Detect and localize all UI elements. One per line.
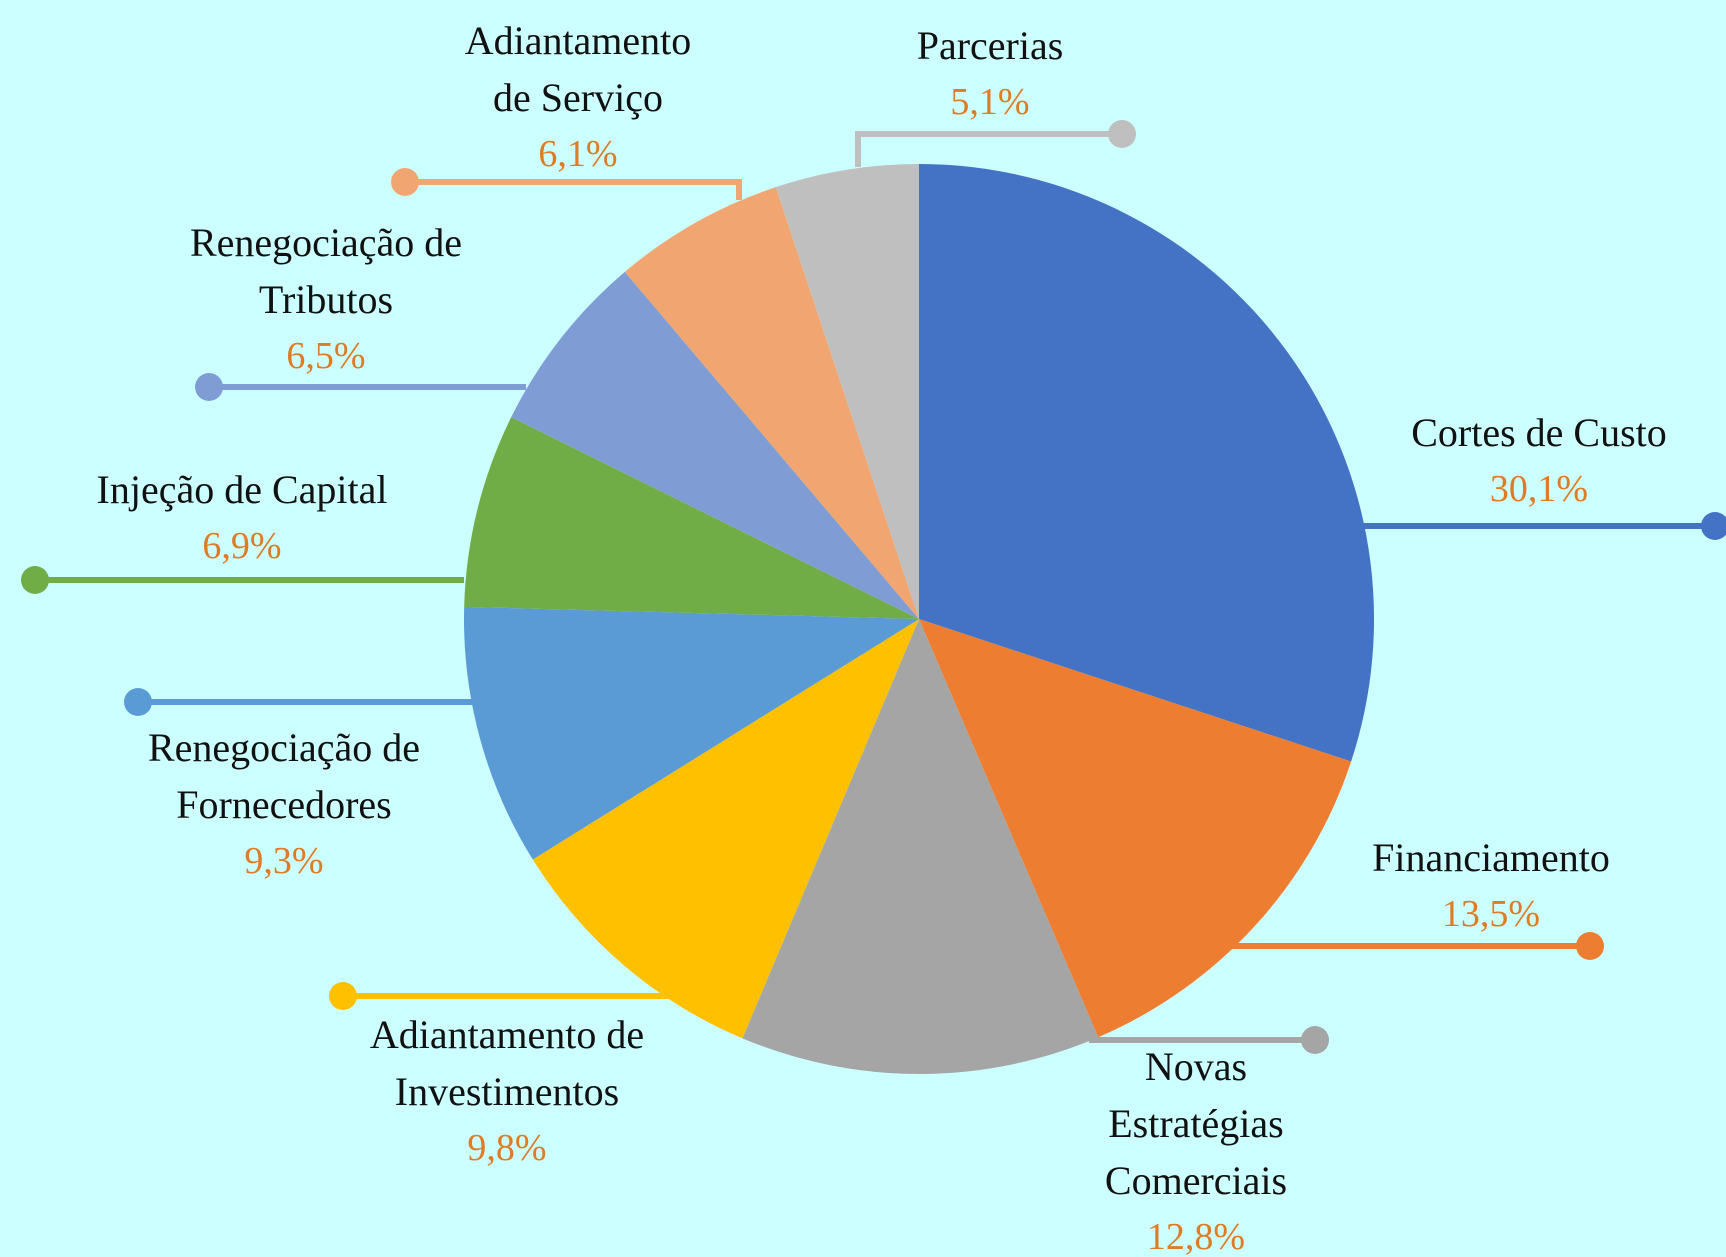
category-label: Adiantamento de Serviço [464,18,692,120]
slice-label: Injeção de Capital 6,9% [97,461,388,575]
pie-slice [775,164,919,619]
category-label: Cortes de Custo [1411,410,1667,455]
slice-label: Renegociação de Fornecedores 9,3% [104,719,464,890]
pie-slice [511,271,919,619]
leader-dot [329,982,357,1010]
leader-dot [1576,932,1604,960]
slice-label: Adiantamento de Investimentos 9,8% [317,1006,697,1177]
category-label: Adiantamento de Investimentos [369,1012,645,1114]
value-label: 30,1% [1489,468,1589,510]
leader-dot [195,373,223,401]
pie-slice [624,187,919,619]
category-label: Financiamento [1372,835,1610,880]
value-label: 6,5% [286,335,366,377]
value-label: 9,8% [467,1127,547,1169]
pie-slice [919,164,1374,762]
leader-dot [124,688,152,716]
category-label: Novas Estratégias Comerciais [1104,1044,1288,1203]
leader-line [405,179,742,200]
leader-dot [1108,120,1136,148]
value-label: 12,8% [1146,1216,1246,1257]
category-label: Renegociação de Tributos [189,220,463,322]
leader-dot [1701,512,1726,540]
pie-slice [532,619,919,1039]
slice-label: Parcerias 5,1% [917,17,1064,131]
value-label: 13,5% [1441,893,1541,935]
pie-slice [742,619,1099,1074]
slice-label: Renegociação de Tributos 6,5% [146,214,506,385]
slice-label: Novas Estratégias Comerciais 12,8% [1071,1038,1321,1257]
leader-dot [21,566,49,594]
value-label: 9,3% [244,840,324,882]
value-label: 6,9% [202,525,282,567]
category-label: Injeção de Capital [96,467,388,512]
slice-label: Adiantamento de Serviço 6,1% [453,12,703,183]
pie-slice [919,619,1352,1038]
slice-label: Cortes de Custo 30,1% [1411,404,1667,518]
category-label: Parcerias [916,23,1064,68]
leader-dot [391,168,419,196]
category-label: Renegociação de Fornecedores [147,725,421,827]
pie-slice [464,606,919,860]
value-label: 5,1% [950,81,1030,123]
slice-label: Financiamento 13,5% [1372,829,1610,943]
value-label: 6,1% [538,133,618,175]
pie-slice [464,417,919,619]
leader-line [855,131,1122,167]
leader-dot [1301,1026,1329,1054]
